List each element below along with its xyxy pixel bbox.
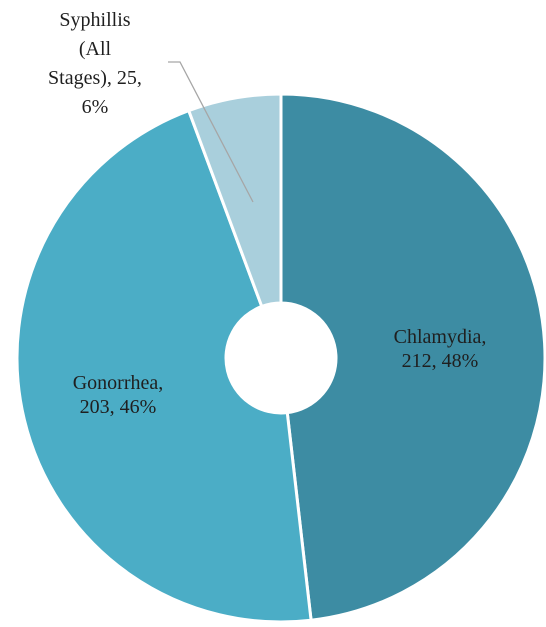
label-leader-line xyxy=(168,61,254,203)
data-label-gonorrhea: Gonorrhea, 203, 46% xyxy=(73,372,164,418)
pie-slice-syphillis-all-stages xyxy=(186,92,283,309)
pie-slice-chlamydia xyxy=(279,92,546,622)
pie-slice-gonorrhea xyxy=(15,108,313,624)
data-label-syphillis-all-stages: Syphillis (All Stages), 25, 6% xyxy=(48,9,142,118)
data-label-chlamydia: Chlamydia, 212, 48% xyxy=(394,326,487,372)
